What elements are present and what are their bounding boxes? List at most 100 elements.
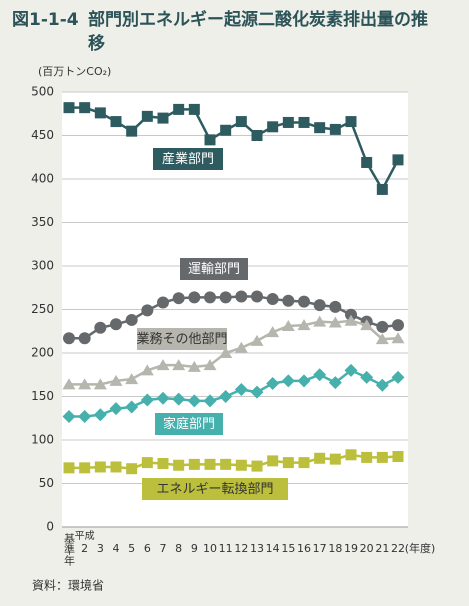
- marker: [187, 360, 201, 372]
- marker: [360, 370, 374, 384]
- marker: [63, 462, 75, 474]
- marker: [235, 116, 247, 128]
- marker: [313, 299, 326, 312]
- series-line: [69, 295, 399, 340]
- y-tick-label: 100: [31, 433, 54, 447]
- marker: [220, 124, 232, 136]
- x-axis-label: (年度): [405, 541, 436, 555]
- series-label: 業務その他部門: [136, 331, 227, 347]
- marker: [187, 394, 201, 408]
- marker: [94, 461, 106, 473]
- marker: [360, 319, 374, 331]
- marker: [220, 458, 232, 470]
- marker: [62, 410, 76, 424]
- y-tick-label: 250: [31, 302, 54, 316]
- marker: [140, 393, 154, 407]
- marker: [141, 110, 153, 122]
- series-label: エネルギー転換部門: [156, 482, 273, 497]
- y-tick-label: 350: [31, 215, 54, 229]
- marker: [79, 462, 91, 474]
- series: [62, 314, 405, 390]
- marker: [140, 364, 154, 376]
- marker: [204, 134, 216, 146]
- marker: [126, 463, 138, 475]
- marker: [141, 304, 154, 317]
- marker: [109, 402, 123, 416]
- x-tick-label: 21: [375, 542, 389, 555]
- marker: [282, 116, 294, 128]
- x-tick-label: 15: [281, 542, 295, 555]
- marker: [157, 457, 169, 469]
- marker: [157, 296, 169, 309]
- marker: [235, 459, 247, 471]
- x-tick-label: 4: [113, 542, 120, 555]
- marker: [204, 458, 216, 470]
- x-tick-label: 2: [81, 542, 88, 555]
- x-tick-label: 基準年: [63, 533, 76, 566]
- marker: [297, 374, 311, 388]
- marker: [251, 130, 263, 141]
- marker: [313, 368, 327, 382]
- marker: [329, 300, 342, 313]
- figure-number: 図1-1-4: [12, 10, 79, 30]
- x-tick-label: 16: [297, 542, 311, 555]
- series-line: [69, 368, 399, 418]
- marker: [141, 457, 153, 469]
- marker: [297, 319, 311, 331]
- x-tick-label: 7: [160, 542, 167, 555]
- x-tick-label: 19: [344, 542, 358, 555]
- marker: [110, 318, 122, 331]
- marker: [93, 378, 107, 390]
- marker: [361, 156, 373, 168]
- x-tick-label: 6: [144, 542, 151, 555]
- y-tick-label: 0: [46, 520, 54, 534]
- x-tick-label: 3: [97, 542, 104, 555]
- marker: [329, 123, 341, 135]
- marker: [328, 376, 342, 390]
- marker: [78, 332, 91, 345]
- marker: [157, 112, 169, 124]
- x-tick-label: 14: [266, 542, 280, 555]
- marker: [188, 458, 200, 470]
- marker: [93, 408, 107, 422]
- series-label: 家庭部門: [163, 416, 215, 432]
- marker: [219, 390, 233, 403]
- marker: [267, 455, 279, 467]
- marker: [375, 333, 389, 345]
- marker: [314, 122, 326, 134]
- marker: [361, 451, 373, 463]
- x-tick-label: 18: [328, 542, 342, 555]
- marker: [376, 451, 388, 463]
- marker: [345, 308, 357, 321]
- marker: [375, 378, 389, 392]
- marker: [173, 459, 185, 471]
- marker: [392, 319, 404, 332]
- marker: [172, 392, 186, 406]
- era-label: 平成: [75, 530, 95, 542]
- marker: [94, 107, 106, 119]
- y-tick-label: 500: [31, 85, 54, 99]
- x-tick-label: 9: [191, 542, 198, 555]
- marker: [173, 103, 185, 115]
- marker: [314, 452, 326, 464]
- marker: [376, 320, 389, 333]
- y-tick-label: 300: [31, 259, 54, 273]
- marker: [282, 457, 294, 469]
- marker: [109, 374, 123, 386]
- marker: [281, 320, 295, 332]
- series: [62, 363, 405, 424]
- marker: [94, 321, 107, 334]
- marker: [125, 313, 138, 326]
- x-tick-label: 8: [175, 542, 182, 555]
- marker: [110, 116, 122, 128]
- series-line: [69, 319, 399, 386]
- marker: [345, 116, 357, 128]
- marker: [391, 332, 405, 344]
- y-tick-label: 150: [31, 389, 54, 403]
- series-line: [69, 106, 400, 193]
- marker: [79, 102, 91, 114]
- x-tick-label: 20: [360, 542, 374, 555]
- marker: [267, 121, 279, 133]
- series: [63, 102, 404, 195]
